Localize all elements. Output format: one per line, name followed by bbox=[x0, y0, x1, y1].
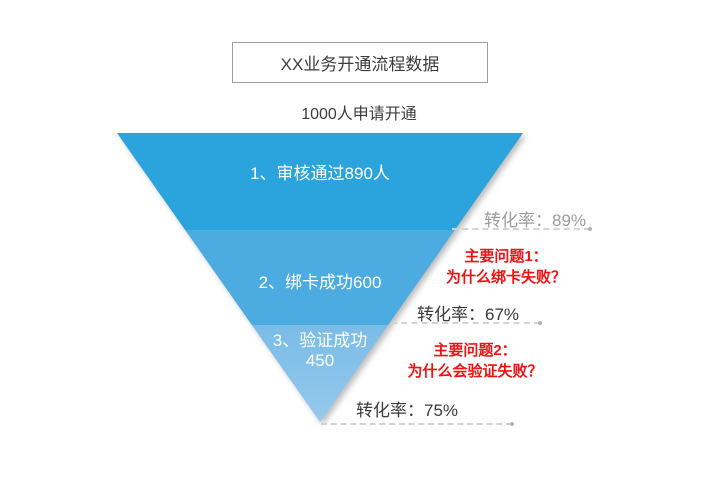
annotation-problem-1: 主要问题1： 为什么绑卡失败？ bbox=[446, 246, 566, 288]
chart-title: XX业务开通流程数据 bbox=[280, 55, 440, 74]
annotation-problem-1-line-2: 为什么绑卡失败？ bbox=[445, 269, 567, 286]
divider-line-2 bbox=[391, 321, 542, 325]
annotation-problem-2-line-2: 为什么会验证失败？ bbox=[407, 363, 543, 380]
funnel-stage-3-value: 450 bbox=[305, 351, 335, 370]
conversion-rate-2: 转化率：67% bbox=[417, 305, 520, 324]
divider-line-3 bbox=[321, 422, 514, 426]
funnel-stage-2-label: 2、绑卡成功600 bbox=[258, 273, 382, 292]
annotation-problem-1-line-1: 主要问题1： bbox=[464, 248, 548, 265]
chart-title-box: XX业务开通流程数据 bbox=[232, 42, 488, 83]
funnel-stage-3-label: 3、验证成功 450 bbox=[117, 331, 523, 371]
annotation-problem-2-line-1: 主要问题2： bbox=[433, 342, 517, 359]
line-end-dot bbox=[538, 321, 542, 325]
conversion-rate-1: 转化率：89% bbox=[484, 211, 587, 230]
funnel-stage-1-band bbox=[117, 133, 523, 230]
divider-line-1 bbox=[452, 227, 592, 231]
funnel-entry-label: 1000人申请开通 bbox=[301, 106, 417, 123]
conversion-rate-3: 转化率：75% bbox=[356, 401, 459, 420]
funnel-stage-3-label-text: 3、验证成功 bbox=[272, 331, 368, 350]
annotation-problem-2: 主要问题2： 为什么会验证失败？ bbox=[407, 340, 542, 382]
funnel-stage-1-label: 1、审核通过890人 bbox=[250, 164, 390, 183]
line-end-dot bbox=[588, 227, 592, 231]
funnel: 1、审核通过890人 2、绑卡成功600 3、验证成功 450 bbox=[117, 133, 523, 422]
line-end-dot bbox=[510, 422, 514, 426]
